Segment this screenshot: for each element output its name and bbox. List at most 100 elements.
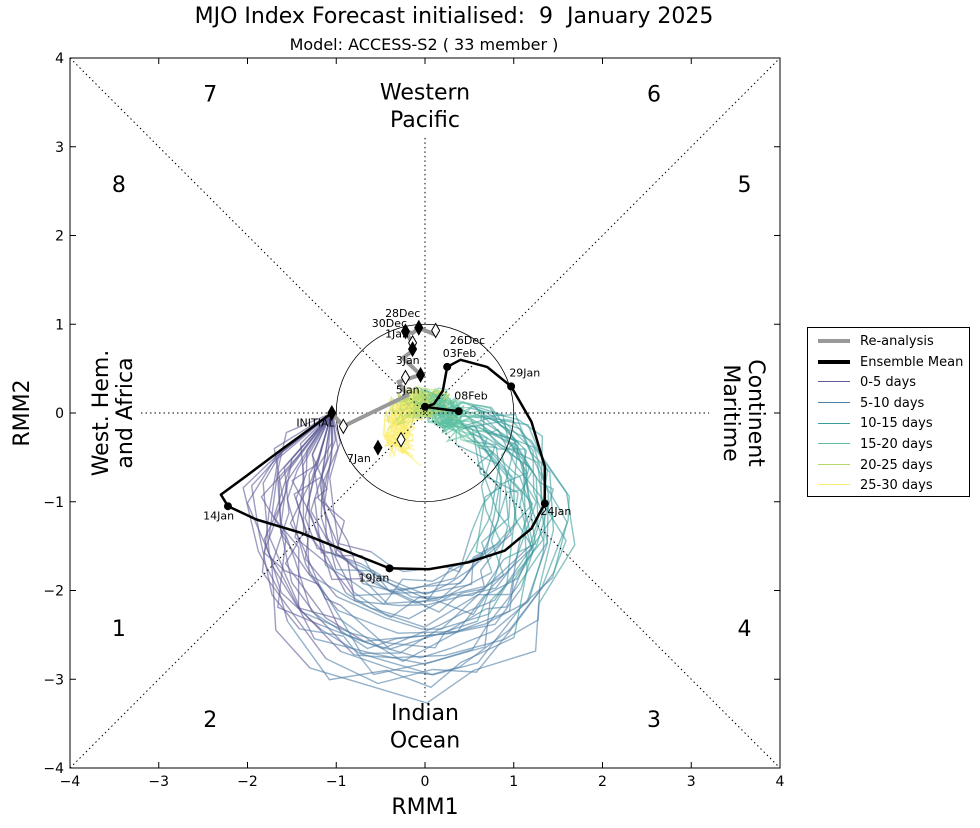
- y-tick-label: 2: [55, 229, 64, 245]
- legend-swatch: [818, 484, 850, 486]
- member-track-segment: [340, 576, 554, 676]
- member-track-segment: [471, 403, 539, 547]
- legend-swatch: [818, 339, 850, 343]
- chart-title: MJO Index Forecast initialised: 9 Januar…: [194, 4, 714, 29]
- legend-label: 10-15 days: [860, 416, 933, 432]
- member-track-segment: [480, 410, 517, 535]
- date-label: 5Jan: [396, 383, 420, 396]
- member-track-segment: [304, 413, 362, 565]
- reanalysis-line: [330, 325, 437, 429]
- date-label: 14Jan: [203, 510, 234, 523]
- region-label-top: Pacific: [390, 108, 460, 133]
- member-track-segment: [261, 412, 333, 660]
- chart-subtitle: Model: ACCESS-S2 ( 33 member ): [289, 35, 559, 54]
- legend-item: Re-analysis: [808, 332, 969, 352]
- member-track-segment: [339, 580, 515, 663]
- diagonal-guide: [69, 57, 781, 769]
- date-label: 08Feb: [454, 390, 487, 403]
- reanalysis-marker-hollow: [396, 431, 406, 448]
- legend-item: 25-30 days: [808, 476, 969, 496]
- region-label-left: West. Hem.: [89, 350, 114, 477]
- member-track-segment: [309, 603, 540, 704]
- phase-number: 4: [738, 617, 752, 642]
- region-label-bottom: Ocean: [390, 729, 460, 754]
- x-tick-label: −4: [60, 774, 81, 790]
- member-track-segment: [329, 412, 372, 553]
- ensemble-mean-marker: [421, 402, 429, 411]
- x-tick-label: −3: [148, 774, 169, 790]
- date-label: 19Jan: [358, 572, 389, 585]
- legend-item: 10-15 days: [808, 414, 969, 434]
- member-track-segment: [324, 412, 364, 584]
- legend-label: 0-5 days: [860, 375, 917, 391]
- legend-label: 5-10 days: [860, 395, 925, 411]
- member-track-segment: [489, 407, 570, 589]
- y-tick-label: 1: [55, 317, 64, 333]
- member-track-segment: [318, 584, 490, 655]
- phase-number: 1: [112, 617, 126, 642]
- member-track-segment: [467, 406, 567, 574]
- legend-swatch: [818, 381, 850, 383]
- legend-item: 15-20 days: [808, 435, 969, 455]
- legend-label: 15-20 days: [860, 437, 933, 452]
- member-track-segment: [353, 585, 541, 659]
- ensemble-members: [242, 385, 576, 704]
- reanalysis-marker: [373, 439, 383, 456]
- member-track-segment: [353, 545, 531, 613]
- phase-number: 3: [647, 708, 661, 733]
- member-track-segment: [340, 546, 533, 650]
- legend-item: 0-5 days: [808, 373, 969, 393]
- member-track-segment: [278, 412, 339, 611]
- member-track-segment: [311, 588, 522, 650]
- member-track-segment: [308, 571, 493, 619]
- legend-swatch: [818, 443, 850, 445]
- x-tick-label: −2: [237, 774, 258, 790]
- phase-number: 6: [647, 83, 661, 108]
- reanalysis-marker: [327, 404, 337, 422]
- region-label-left: and Africa: [113, 357, 138, 468]
- member-track-segment: [371, 522, 517, 604]
- member-track-segment: [321, 600, 530, 659]
- ensemble-mean-marker: [385, 564, 394, 573]
- member-track-segment: [461, 409, 568, 578]
- phase-number: 2: [203, 708, 217, 733]
- reanalysis-marker-hollow: [338, 418, 348, 435]
- region-label-right: Maritime: [718, 364, 743, 461]
- reanalysis-marker-hollow: [400, 369, 411, 386]
- member-track-segment: [325, 588, 542, 685]
- member-track-segment: [473, 405, 534, 547]
- legend-swatch: [818, 422, 850, 424]
- member-track-segment: [272, 412, 341, 620]
- y-tick-label: 3: [55, 140, 64, 156]
- date-label: 24Jan: [540, 505, 571, 518]
- x-axis-label: RMM1: [391, 795, 458, 820]
- member-track-segment: [329, 552, 476, 601]
- legend-item: 20-25 days: [808, 456, 969, 476]
- legend-swatch: [818, 359, 850, 364]
- ensemble-mean-marker: [540, 499, 549, 508]
- legend-item: 5-10 days: [808, 394, 969, 414]
- x-tick-label: 3: [687, 774, 696, 790]
- ensemble-mean-marker: [507, 382, 516, 391]
- x-tick-label: −1: [326, 774, 347, 790]
- date-label: 29Jan: [509, 367, 540, 380]
- member-track-segment: [284, 412, 365, 642]
- legend-item: Ensemble Mean: [808, 353, 969, 373]
- date-label: 30Dec: [372, 317, 407, 330]
- ensemble-mean-series: [219, 358, 549, 573]
- date-label: 03Feb: [443, 347, 476, 360]
- legend-label: Re-analysis: [860, 334, 934, 349]
- member-track-segment: [294, 412, 354, 597]
- member-track-segment: [364, 542, 549, 643]
- date-label: 28Dec: [385, 307, 420, 320]
- region-label-right: Continent: [743, 359, 768, 467]
- reanalysis-marker: [415, 366, 426, 383]
- legend-label: 20-25 days: [860, 457, 933, 473]
- reanalysis-marker: [407, 341, 418, 358]
- legend-label: 25-30 days: [860, 478, 933, 494]
- member-track-segment: [337, 577, 518, 634]
- member-track-segment: [319, 412, 356, 602]
- reanalysis-series: [327, 319, 441, 456]
- member-track-segment: [383, 421, 410, 454]
